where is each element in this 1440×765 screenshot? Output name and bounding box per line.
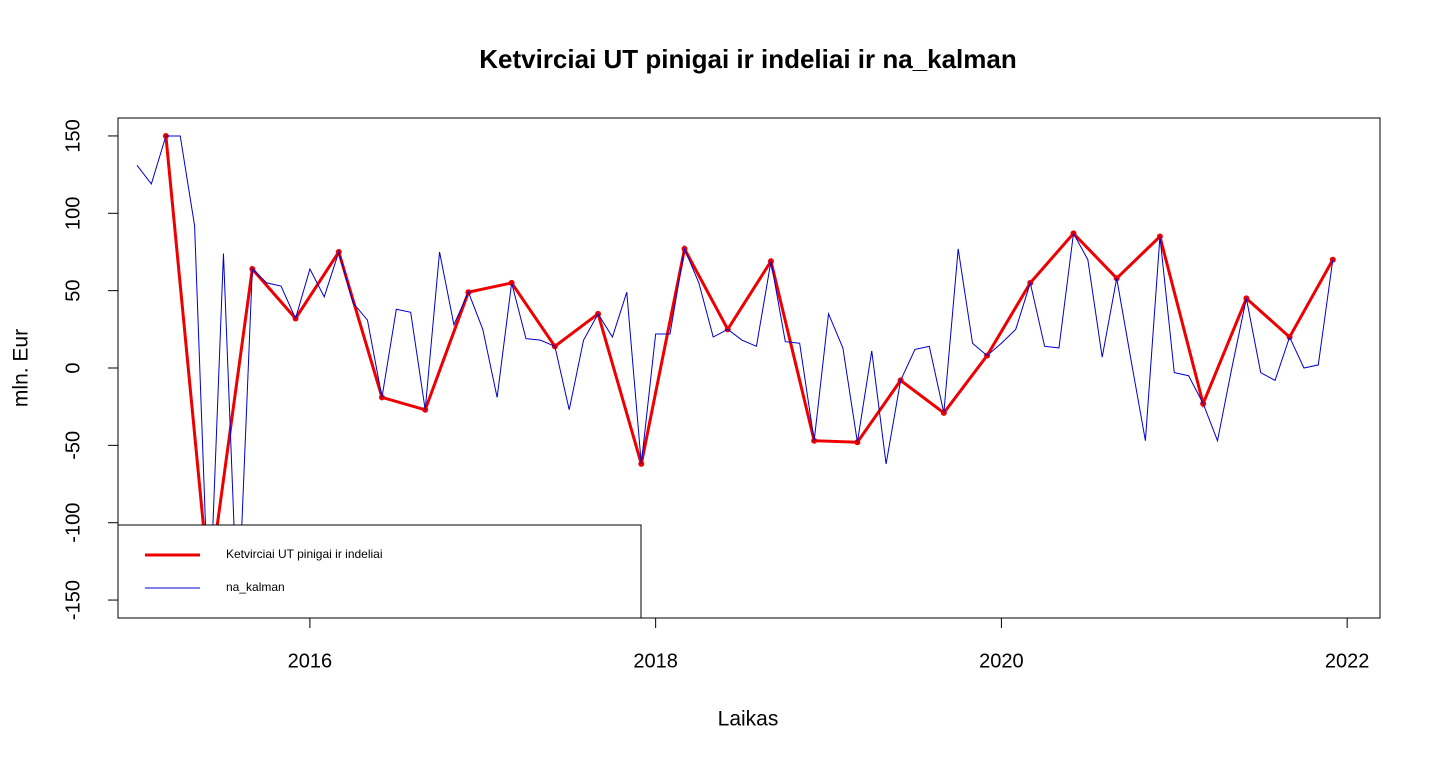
y-tick-label: 100 (62, 197, 84, 230)
plot-area (136, 132, 1336, 618)
series-line (136, 135, 1334, 618)
x-tick-label: 2018 (633, 650, 678, 672)
x-tick-label: 2022 (1325, 650, 1370, 672)
x-tick-label: 2020 (979, 650, 1024, 672)
legend-label: na_kalman (226, 580, 285, 594)
legend-label: Ketvirciai UT pinigai ir indeliai (226, 547, 383, 561)
y-tick-label: -100 (62, 503, 84, 543)
y-tick-label: 0 (62, 362, 84, 373)
y-tick-label: 50 (62, 280, 84, 302)
chart-title: Ketvirciai UT pinigai ir indeliai ir na_… (479, 44, 1017, 74)
y-axis-label: mln. Eur (10, 329, 33, 407)
y-tick-label: -50 (62, 431, 84, 460)
y-tick-label: 150 (62, 119, 84, 152)
x-axis-label: Laikas (718, 708, 779, 731)
x-tick-label: 2016 (288, 650, 333, 672)
legend-box (117, 524, 642, 619)
y-tick-label: -150 (62, 580, 84, 620)
series-line (164, 135, 1335, 585)
